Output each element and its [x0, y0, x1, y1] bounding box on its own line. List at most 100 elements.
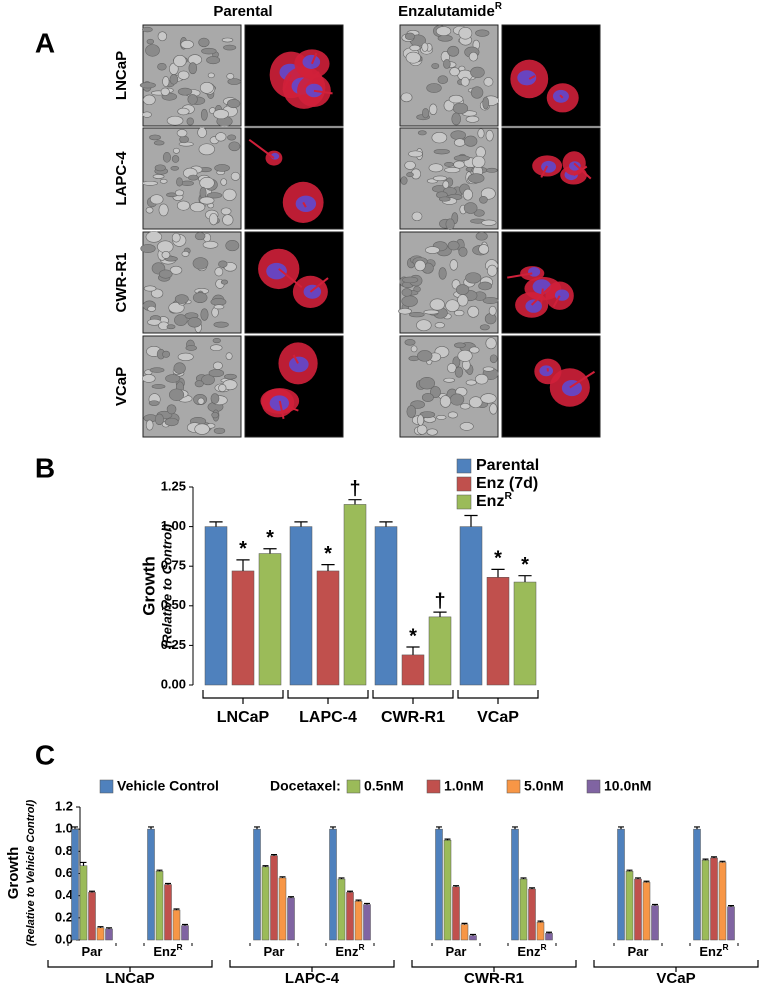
- cell: [197, 127, 207, 138]
- cell: [228, 141, 241, 152]
- cell: [173, 362, 186, 374]
- cell: [166, 324, 176, 330]
- cell: [416, 319, 432, 332]
- column-header: EnzalutamideR: [398, 1, 502, 20]
- cell: [400, 92, 413, 103]
- cell: [142, 94, 156, 106]
- cell: [176, 177, 183, 187]
- x-tick-label-main: Par: [82, 944, 103, 959]
- cell: [463, 202, 478, 214]
- cell: [447, 411, 458, 419]
- x-tick-label-main: Par: [264, 944, 285, 959]
- cell: [489, 354, 498, 364]
- cell: [145, 231, 163, 243]
- column-header-sup: R: [495, 1, 502, 12]
- subgroup-bracket: [431, 943, 481, 946]
- bar: [545, 933, 553, 941]
- bar: [316, 570, 340, 686]
- cell: [453, 309, 465, 317]
- cell: [174, 314, 188, 327]
- row-label: CWR-R1: [113, 253, 130, 313]
- cell: [139, 82, 156, 89]
- y-tick-label: 1.0: [55, 821, 73, 836]
- process: [552, 295, 561, 308]
- x-tick-label: EnzR: [153, 942, 182, 959]
- bar: [428, 616, 452, 686]
- cell: [211, 411, 219, 419]
- y-tick-label: 0.2: [55, 909, 73, 924]
- cell: [180, 40, 194, 49]
- bar: [435, 828, 443, 941]
- error-bar: [719, 860, 726, 863]
- cell: [223, 44, 237, 51]
- error-bar: [330, 826, 336, 830]
- cell: [479, 324, 490, 331]
- cell: [157, 31, 168, 42]
- subgroup-bracket: [613, 943, 663, 946]
- cell: [475, 29, 490, 37]
- subgroup-bracket: [249, 943, 299, 946]
- process: [313, 89, 333, 95]
- error-bar: [626, 869, 633, 872]
- y-tick-label: 1.25: [161, 478, 186, 493]
- cell: [188, 62, 198, 75]
- x-tick-label-main: Enz: [153, 944, 177, 959]
- error-bar: [338, 877, 345, 880]
- cell: [212, 361, 223, 370]
- bar: [231, 570, 255, 686]
- cell: [453, 160, 466, 169]
- cell: [457, 349, 473, 362]
- group-bracket: [47, 960, 213, 972]
- cell: [181, 250, 190, 257]
- cell: [483, 77, 494, 87]
- x-tick-label: CWR-R1: [381, 709, 445, 726]
- cell: [230, 171, 241, 181]
- legend-title: Docetaxel:: [270, 778, 341, 794]
- cell: [437, 34, 453, 42]
- x-tick-label-main: Enz: [699, 944, 723, 959]
- bar: [718, 862, 727, 941]
- bar: [443, 840, 452, 941]
- x-tick-label: Par: [264, 944, 285, 959]
- x-tick-label: VCaP: [477, 709, 519, 726]
- error-bar: [72, 826, 78, 830]
- cell: [462, 188, 473, 201]
- x-tick-label: Par: [82, 944, 103, 959]
- nucleus: [528, 266, 541, 277]
- process: [573, 162, 592, 180]
- error-bar: [182, 923, 188, 926]
- bar: [204, 526, 228, 686]
- cell: [485, 337, 497, 350]
- cell: [439, 395, 452, 408]
- cell: [465, 379, 477, 386]
- bar: [374, 526, 398, 686]
- cell: [454, 342, 466, 349]
- cell: [215, 132, 227, 142]
- cell: [208, 369, 225, 378]
- error-bar: [288, 896, 294, 898]
- legend-swatch: [346, 779, 361, 794]
- cell: [421, 392, 434, 402]
- cell: [199, 82, 214, 94]
- process: [292, 354, 299, 364]
- cell: [225, 352, 233, 360]
- cell: [467, 305, 480, 318]
- error-bar: [618, 826, 624, 830]
- cell: [469, 396, 483, 409]
- cell: [442, 180, 450, 189]
- x-tick-label: Par: [446, 944, 467, 959]
- category-bracket: [287, 690, 369, 704]
- error-bar: [537, 920, 544, 923]
- cell: [450, 130, 466, 140]
- cell: [142, 180, 158, 186]
- cell: [200, 308, 209, 321]
- cell: [452, 102, 469, 114]
- error-bar: [702, 858, 709, 861]
- legend-label-main: Parental: [476, 457, 539, 474]
- group-label: CWR-R1: [464, 970, 524, 987]
- cell: [438, 196, 451, 202]
- process: [278, 400, 285, 420]
- error-bar: [236, 559, 250, 571]
- panel-label: B: [35, 452, 55, 483]
